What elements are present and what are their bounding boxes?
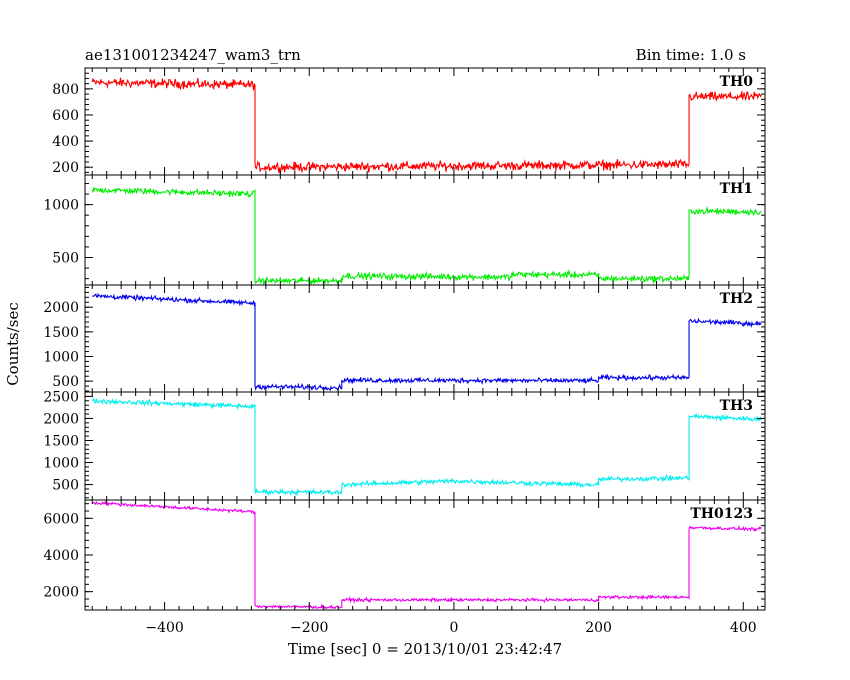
panel-th0: TH0 200 400 600 800	[52, 67, 766, 176]
series-line-th0123	[92, 500, 762, 610]
series-line-th2	[92, 292, 762, 392]
y-tick-label: 2000	[43, 585, 79, 601]
y-tick-label: 6000	[43, 511, 79, 527]
x-tick-label: −200	[290, 620, 328, 636]
y-tick-label: 2500	[43, 389, 79, 405]
x-axis-label: Time [sec] 0 = 2013/10/01 23:42:47	[288, 640, 562, 658]
panel-label: TH0	[720, 74, 754, 90]
y-tick-label: 600	[52, 108, 79, 124]
y-tick-label: 500	[52, 478, 79, 494]
chart-title: ae131001234247_wam3_trn	[85, 46, 301, 64]
panel-label: TH0123	[690, 506, 753, 522]
y-tick-label: 200	[52, 160, 79, 176]
panel-frame	[84, 67, 766, 176]
y-tick-label: 1000	[43, 198, 79, 214]
y-tick-label: 1500	[43, 325, 79, 341]
panel-th0123: TH0123 2000 4000 6000	[43, 499, 766, 611]
panels-group: TH0 200 400 600 800 TH1 500 1000 TH2 500 1000 1500 2…	[43, 67, 766, 636]
panel-frame	[84, 499, 766, 611]
y-tick-label: 500	[52, 374, 79, 390]
y-tick-label: 4000	[43, 548, 79, 564]
x-tick-label: 400	[730, 620, 757, 636]
panel-th1: TH1 500 1000	[43, 174, 766, 287]
y-tick-label: 2000	[43, 300, 79, 316]
bin-time-label: Bin time: 1.0 s	[636, 46, 746, 64]
y-tick-label: 400	[52, 134, 79, 150]
y-tick-label: 2000	[43, 411, 79, 427]
x-tick-label: 200	[585, 620, 612, 636]
panel-frame	[84, 174, 766, 286]
panel-label: TH2	[720, 291, 753, 307]
y-tick-label: 800	[52, 82, 79, 98]
x-tick-label: −400	[145, 620, 183, 636]
y-tick-label: 1000	[43, 456, 79, 472]
y-tick-label: 500	[52, 251, 79, 267]
series-line-th3	[91, 397, 762, 497]
y-tick-label: 1500	[43, 433, 79, 449]
x-tick-label: 0	[449, 620, 458, 636]
panel-label: TH1	[720, 181, 753, 197]
y-axis-label: Counts/sec	[4, 302, 22, 386]
series-line-th1	[91, 187, 762, 287]
panel-th2: TH2 500 1000 1500 2000	[43, 284, 766, 393]
y-tick-label: 1000	[43, 349, 79, 365]
series-line-th0	[91, 77, 762, 174]
panel-label: TH3	[720, 398, 753, 414]
panel-th3: TH3 500 1000 1500 2000 2500	[43, 389, 766, 501]
panel-frame	[84, 391, 766, 501]
